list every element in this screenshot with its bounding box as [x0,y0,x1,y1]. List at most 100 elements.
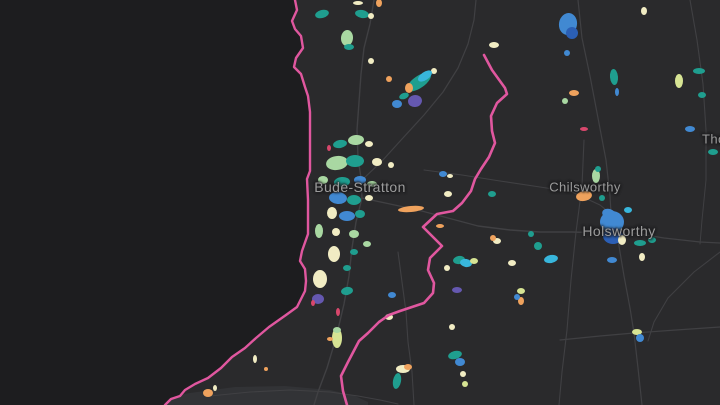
land-cover-patch-yellowgreen [470,258,478,264]
road-line [689,0,707,131]
land-cover-patch-blue [329,191,347,205]
land-cover-patch-green [363,241,371,247]
land-cover-patch-orange [203,389,213,397]
land-cover-patch-cream [368,13,374,19]
land-cover-patch-teal [634,240,646,246]
road-line [209,389,399,405]
land-cover-patch-cream [641,7,647,15]
land-cover-patch-orange [405,83,413,93]
land-cover-patch-teal [528,231,534,237]
land-cover-patch-green [333,327,341,333]
land-cover-patch-cyan [418,70,432,82]
land-cover-patch-teal [355,210,365,218]
land-cover-patch-cream [444,191,452,197]
land-cover-patch-cream [365,141,373,147]
land-cover-patch-blue [564,50,570,56]
land-cover-patch-green [318,176,328,184]
land-cover-patch-teal [350,249,358,255]
coastline-boundary-line [163,0,312,405]
land-cover-patch-orange [569,90,579,96]
land-cover-patch-teal [347,195,361,205]
land-cover-patch-blue [455,358,465,366]
land-cover-patch-orange [327,337,333,341]
land-cover-patch-cyan [460,258,472,268]
land-cover-patch-blue [392,100,402,108]
land-cover-patch-blue [607,257,617,263]
land-cover-patch-purple [408,94,422,108]
land-cover-patch-teal [392,373,402,389]
land-cover-patch-yellowgreen [462,381,468,387]
land-cover-patch-teal [346,155,364,167]
land-cover-patch-blue2 [566,27,578,39]
land-cover-patch-teal [341,286,353,296]
land-cover-patch-cream [372,158,382,166]
land-cover-patch-teal [708,149,718,155]
road-line [647,251,720,342]
land-cover-patch-teal [343,265,351,271]
land-cover-patch-orange [436,224,444,228]
land-cover-patch-blue [388,292,396,298]
road-line [577,0,613,231]
land-cover-patch-cream [368,58,374,64]
land-cover-patch-red [311,300,315,306]
land-cover-patch-teal [399,92,409,100]
land-cover-patch-blue [636,334,644,342]
land-cover-patch-cream [253,355,257,363]
land-cover-patch-blue [602,208,616,220]
land-cover-patch-cream [431,68,437,74]
land-cover-patch-blue [514,294,520,300]
land-cover-patch-purple [312,294,324,304]
land-cover-patch-teal [333,139,347,149]
land-cover-patch-orange [376,0,382,7]
land-cover-patch-blue [339,211,355,221]
land-cover-patch-teal [334,176,350,188]
road-line [617,239,643,405]
land-cover-patch-red [336,308,340,316]
land-cover-patch-orange [518,297,524,305]
land-cover-patch-orange [576,190,592,202]
road-line [423,169,573,193]
road-line [361,0,477,181]
land-cover-patch-red [580,127,588,131]
land-cover-patch-cream [313,270,327,288]
land-cover-patch-orange [490,235,496,241]
land-cover-patch-cream [327,207,337,219]
land-cover-patch-cream [508,260,516,266]
land-cover-patch-blue [615,88,619,96]
land-cover-patch-teal [693,68,705,74]
land-cover-patch-red [327,145,331,151]
road-line [361,197,605,234]
land-cover-patch-teal [698,92,706,98]
land-cover-patch-teal [609,69,619,85]
land-cover-patch-green [562,98,568,104]
land-cover-patch-yellowgreen [632,329,642,335]
land-cover-patch-teal [344,44,354,50]
land-cover-patch-blue [354,176,366,184]
land-cover-patch-orange [386,76,392,82]
land-cover-patch-cream [618,235,626,245]
road-line [627,231,720,244]
land-cover-patch-cream [449,324,455,330]
land-cover-patch-cream [489,42,499,48]
land-cover-patch-cream [444,265,450,271]
land-cover-patch-teal [648,237,656,243]
road-line [397,251,415,405]
land-cover-patch-cream [332,228,340,236]
land-cover-patch-green [367,181,377,187]
road-line [558,139,585,405]
land-cover-patch-teal [488,191,496,197]
land-cover-patch-green [340,30,354,46]
land-cover-patch-yellowgreen [517,288,525,294]
land-cover-patch-cream [460,371,466,377]
land-cover-patch-orange [404,364,412,370]
land-cover-patch-green [592,169,600,183]
land-cover-patch-teal [355,9,369,19]
land-cover-patch-teal [448,350,462,360]
land-cover-patch-teal [599,195,605,201]
land-cover-patch-teal [595,166,601,172]
land-cover-patch-orange [398,205,424,213]
roads-layer [209,0,720,405]
land-cover-patch-cream [213,385,217,391]
